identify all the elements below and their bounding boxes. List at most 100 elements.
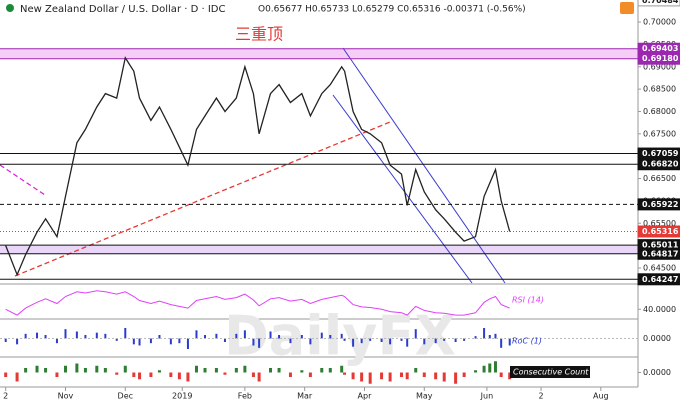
count-bar — [422, 372, 426, 377]
trend-lines — [0, 0, 639, 388]
level-tag — [637, 0, 680, 7]
count-bar — [368, 372, 372, 384]
count-bar — [35, 365, 39, 373]
count-bar — [55, 372, 59, 377]
channel-line — [342, 47, 506, 284]
alert-icon[interactable] — [620, 2, 634, 14]
level-label: 0.64247 — [642, 275, 678, 284]
count-bar — [243, 365, 247, 373]
level-label: 0.65922 — [642, 200, 678, 209]
count-bar — [482, 365, 486, 373]
count-bar — [75, 363, 79, 373]
count-bar — [257, 372, 261, 382]
level-tag — [637, 198, 680, 211]
roc-bar — [149, 338, 152, 344]
symbol: New Zealand Dollar / U.S. Dollar · D · I… — [20, 4, 225, 15]
roc-bar — [75, 331, 78, 339]
y-tick-label: 0.68500 — [643, 85, 676, 94]
roc-bar — [169, 338, 172, 345]
level-tag — [637, 273, 680, 286]
ohlc: O0.65677 H0.65733 L0.65279 C0.65316 -0.0… — [258, 5, 526, 15]
count-bar — [462, 372, 466, 377]
count-bar — [269, 368, 273, 373]
roc-bar — [195, 330, 198, 339]
count-bar — [405, 372, 409, 380]
roc-bar — [55, 338, 58, 344]
count-bar — [157, 370, 161, 373]
roc-bar — [423, 338, 426, 345]
count-bar — [186, 372, 190, 382]
x-tick-label: Dec — [118, 392, 133, 401]
x-tick-label: Jun — [480, 392, 494, 401]
count-bar — [44, 368, 48, 373]
trend-line — [14, 121, 391, 277]
x-tick-label: 2019 — [172, 392, 192, 401]
level-label: 0.69403 — [642, 44, 678, 53]
roc-bar — [380, 338, 383, 342]
watermark: DailyFX — [224, 305, 456, 368]
roc-bar — [243, 330, 246, 339]
roc-bar — [360, 338, 363, 344]
x-tick-label: 2 — [3, 392, 8, 401]
roc-bar — [406, 338, 409, 347]
count-bar — [138, 372, 142, 380]
roc-bar — [95, 332, 98, 339]
count-bar — [24, 368, 28, 373]
x-tick-label: Aug — [593, 392, 609, 401]
roc-bar — [483, 328, 486, 339]
count-bar — [380, 372, 384, 380]
zone — [0, 48, 638, 59]
count-bar — [320, 368, 324, 373]
roc-bar — [343, 338, 346, 341]
count-bar — [169, 372, 173, 377]
roc-bar — [138, 338, 141, 346]
roc-bar — [252, 338, 255, 346]
roc-bar — [454, 338, 457, 342]
level-label: 0.65316 — [642, 227, 679, 236]
roc-bar — [488, 335, 491, 339]
panel-label: RSI (14) — [512, 296, 544, 305]
count-bar — [328, 368, 332, 373]
roc-bar — [508, 338, 511, 346]
roc-bar — [258, 338, 261, 348]
count-bar — [343, 372, 347, 375]
y-tick-label: 0.65500 — [643, 219, 676, 228]
panel-label-bg — [510, 366, 590, 378]
count-bar — [300, 370, 304, 373]
roc-bar — [309, 338, 312, 345]
count-bar — [277, 368, 281, 373]
y-tick-label: 0.68000 — [643, 107, 676, 116]
trend-line — [0, 164, 46, 196]
roc-bar — [434, 338, 437, 344]
count-bar — [214, 368, 218, 373]
roc-bar — [178, 338, 181, 344]
x-tick-label: Feb — [238, 392, 252, 401]
roc-bar — [186, 338, 189, 349]
roc-bar — [204, 335, 207, 339]
zones — [0, 48, 638, 254]
roc-bar — [278, 335, 281, 339]
count-bar — [194, 365, 198, 373]
count-bar — [177, 372, 181, 380]
y-tick-label: 0.0000 — [643, 368, 671, 377]
roc-bar — [158, 335, 161, 339]
roc-bar — [300, 335, 303, 339]
rsi-line — [5, 290, 510, 316]
annotation: 三重顶 — [235, 25, 283, 44]
count-bar — [493, 361, 497, 373]
roc-bar — [64, 329, 67, 339]
count-bar — [115, 372, 119, 375]
y-tick-label: 0.67500 — [643, 129, 676, 138]
x-tick-label: Mar — [297, 392, 313, 401]
roc-bar — [36, 332, 39, 339]
count-bar — [388, 372, 392, 382]
level-label: 0.67059 — [642, 149, 679, 158]
count-bar — [83, 368, 87, 373]
panel-label: Consecutive Count — [513, 368, 589, 377]
count-bar — [434, 372, 438, 380]
count-bar — [4, 372, 8, 377]
roc-bar — [24, 333, 27, 339]
roc-bar — [4, 338, 7, 342]
